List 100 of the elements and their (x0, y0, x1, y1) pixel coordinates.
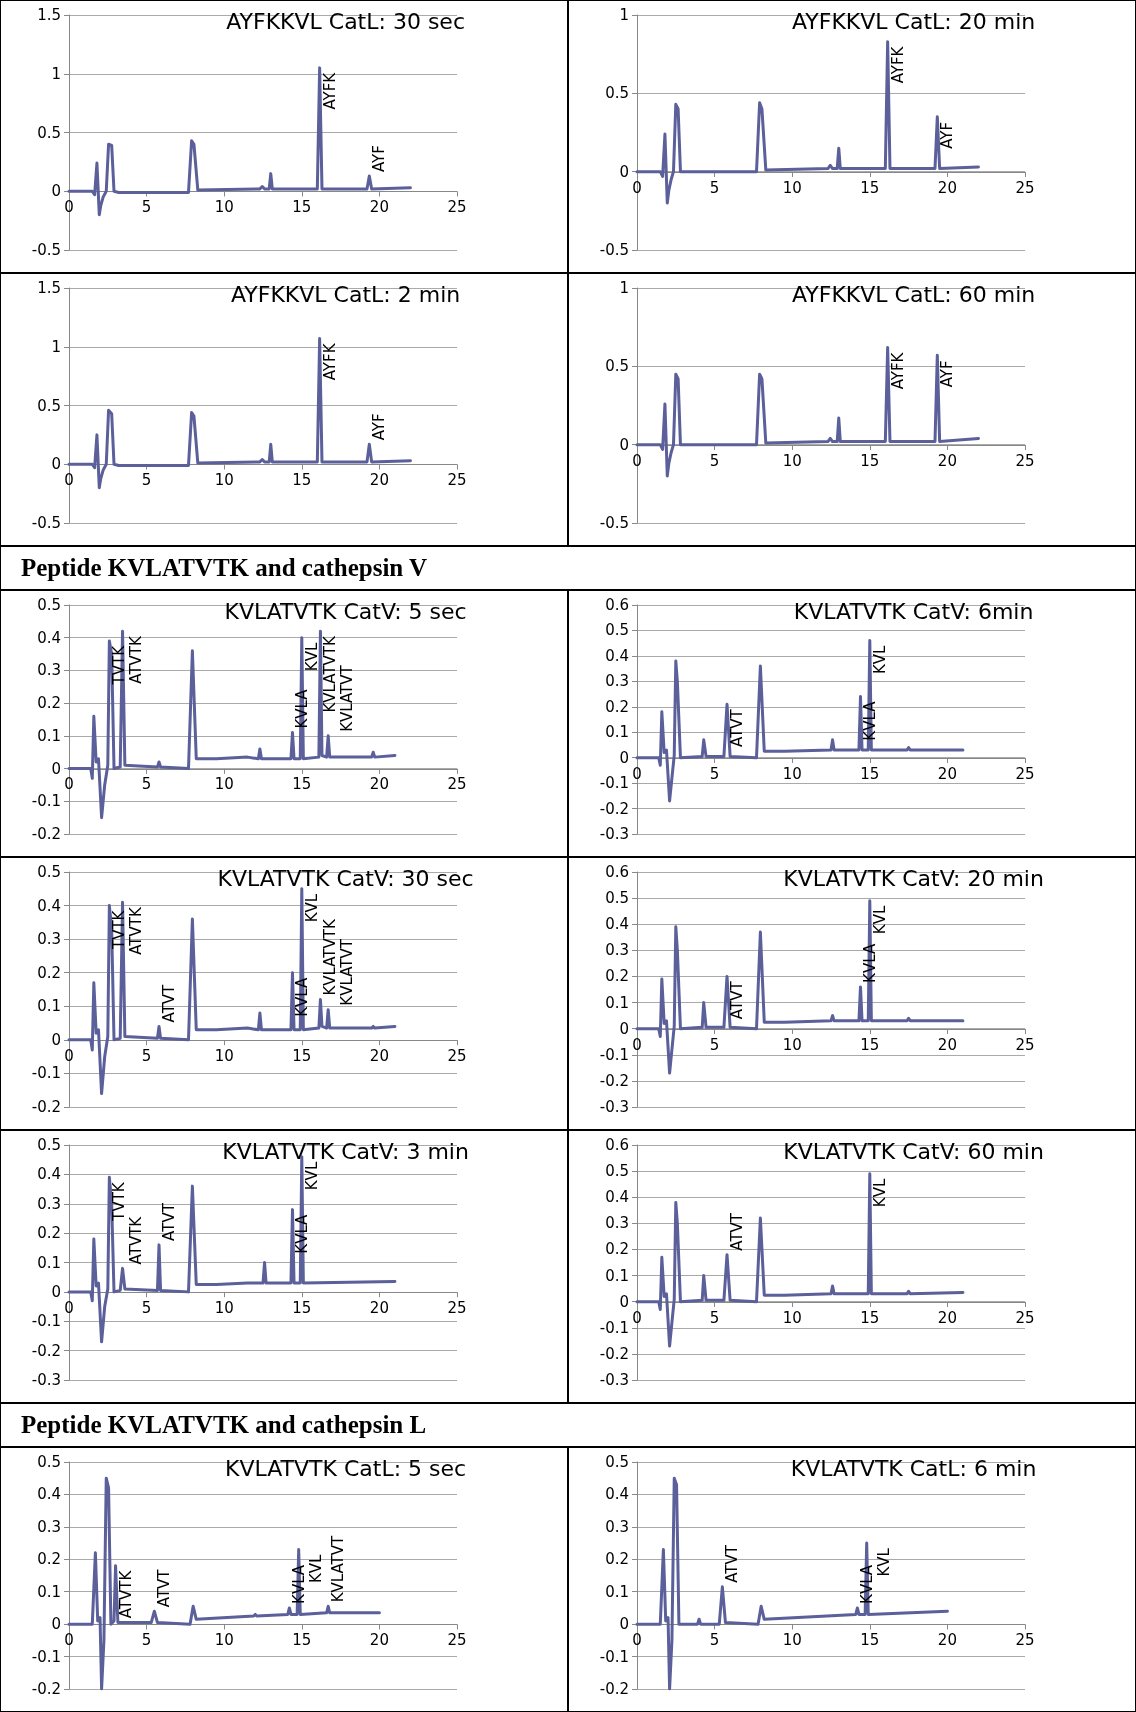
y-tick-label: -0.5 (31, 241, 61, 259)
x-tick-label: 5 (709, 1035, 720, 1054)
x-tick-label: 20 (369, 1046, 389, 1065)
x-tick-label: 10 (214, 198, 234, 216)
x-tick-label: 0 (632, 451, 642, 470)
x-tick-label: 25 (1015, 451, 1035, 470)
y-tick-label: 0.5 (37, 1453, 61, 1471)
annotation: TVTK (110, 909, 129, 951)
x-tick-label: 15 (860, 1035, 880, 1054)
y-tick-label: -0.5 (31, 514, 61, 532)
x-tick-label: 10 (782, 1035, 802, 1054)
y-tick-label: 1 (51, 337, 61, 356)
y-tick-label: 0.5 (37, 1136, 61, 1154)
annotation: TVTK (110, 644, 129, 686)
annotation: ATVT (723, 1544, 742, 1583)
x-tick-label: 0 (64, 198, 74, 216)
y-tick-label: 0 (51, 1615, 61, 1634)
x-tick-label: 25 (1015, 1308, 1035, 1327)
y-tick-label: 0.1 (37, 1582, 61, 1601)
y-tick-label: 0.3 (37, 1194, 61, 1213)
x-tick-label: 25 (1015, 764, 1035, 783)
x-tick-label: 5 (141, 198, 152, 216)
x-tick-label: 0 (64, 471, 74, 489)
x-tick-label: 15 (292, 1630, 312, 1649)
x-tick-label: 20 (369, 1630, 389, 1649)
y-tick-label: 0.5 (37, 396, 61, 415)
x-tick-label: 15 (292, 1298, 312, 1317)
annotation: KVLA (290, 1564, 309, 1604)
y-tick-label: -0.1 (31, 1647, 61, 1666)
x-tick-label: 0 (64, 1298, 74, 1317)
x-tick-label: 25 (447, 198, 467, 216)
y-tick-label: 0.3 (37, 661, 61, 680)
y-tick-label: 0.1 (605, 1582, 629, 1601)
annotation: KVLA (293, 688, 312, 729)
x-tick-label: 20 (369, 775, 389, 794)
chart-title: KVLATVTK CatV: 6min (793, 598, 1034, 624)
x-tick-label: 0 (632, 1308, 642, 1327)
y-tick-label: 0.4 (37, 1165, 61, 1184)
x-tick-label: 10 (214, 1046, 234, 1065)
annotation: KVLATVT (338, 664, 357, 732)
x-tick-label: 0 (632, 1035, 642, 1054)
x-tick-label: 10 (782, 178, 802, 197)
y-tick-label: -0.2 (599, 1680, 629, 1698)
x-tick-label: 0 (632, 764, 642, 783)
y-tick-label: 0.5 (605, 1162, 629, 1181)
line-series (635, 639, 965, 803)
x-tick-label: 15 (292, 471, 312, 489)
annotation: ATVT (728, 980, 747, 1020)
y-tick-label: -0.1 (599, 774, 629, 793)
y-tick-label: 0.1 (37, 726, 61, 745)
y-tick-label: 0.4 (605, 1485, 629, 1504)
chart-title: KVLATVTK CatV: 60 min (783, 1138, 1044, 1164)
x-tick-label: 10 (214, 1630, 234, 1649)
y-tick-label: 0.1 (605, 993, 629, 1012)
y-tick-label: 0.5 (37, 123, 61, 142)
y-tick-label: -0.2 (599, 1344, 629, 1363)
y-tick-label: 0.2 (605, 967, 629, 986)
y-tick-label: 0.5 (605, 357, 629, 376)
y-tick-label: 0.3 (605, 672, 629, 691)
annotation: KVLA (293, 1213, 312, 1254)
x-tick-label: 20 (369, 1298, 389, 1317)
x-tick-label: 10 (782, 1630, 802, 1649)
x-tick-label: 15 (860, 1308, 880, 1327)
chart-title: KVLATVTK CatL: 6 min (790, 1455, 1037, 1481)
y-tick-label: 0.1 (605, 1266, 629, 1285)
y-tick-label: 1 (619, 6, 629, 24)
y-tick-label: -0.1 (599, 1647, 629, 1666)
y-tick-label: 0.5 (605, 1453, 629, 1471)
y-tick-label: 0.5 (605, 84, 629, 103)
y-tick-label: 0.4 (37, 628, 61, 647)
line-series (635, 346, 980, 478)
annotation: KVL (870, 644, 889, 675)
y-tick-label: 0.3 (37, 930, 61, 949)
chart-title: AYFKKVL CatL: 20 min (792, 8, 1036, 34)
x-tick-label: 25 (1015, 1035, 1035, 1054)
chart-title: AYFKKVL CatL: 60 min (792, 281, 1036, 307)
annotation: KVLATVTK (321, 635, 340, 713)
y-tick-label: -0.3 (599, 1371, 629, 1389)
x-tick-label: 5 (709, 764, 720, 783)
annotation: KVLATVT (338, 938, 357, 1006)
y-tick-label: 0.1 (37, 997, 61, 1016)
x-tick-label: 25 (447, 1046, 467, 1065)
y-tick-label: 0.5 (37, 863, 61, 881)
chart-title: KVLATVTK CatL: 5 sec (225, 1455, 467, 1481)
y-tick-label: 0.4 (37, 1485, 61, 1504)
y-tick-label: 1.5 (37, 279, 61, 297)
annotation: ATVTK (127, 1215, 146, 1265)
y-tick-label: -0.1 (31, 792, 61, 811)
x-tick-label: 20 (937, 1035, 957, 1054)
x-tick-label: 25 (447, 1630, 467, 1649)
y-tick-label: 1.5 (37, 6, 61, 24)
x-tick-label: 15 (860, 178, 880, 197)
y-tick-label: 0 (619, 1615, 629, 1634)
x-tick-label: 5 (709, 1630, 720, 1649)
x-tick-label: 15 (292, 198, 312, 216)
y-tick-label: 0.4 (605, 646, 629, 665)
annotation: KVL (302, 1161, 321, 1191)
x-tick-label: 20 (369, 471, 389, 489)
annotation: KVL (302, 642, 321, 672)
x-tick-label: 0 (64, 1046, 74, 1065)
